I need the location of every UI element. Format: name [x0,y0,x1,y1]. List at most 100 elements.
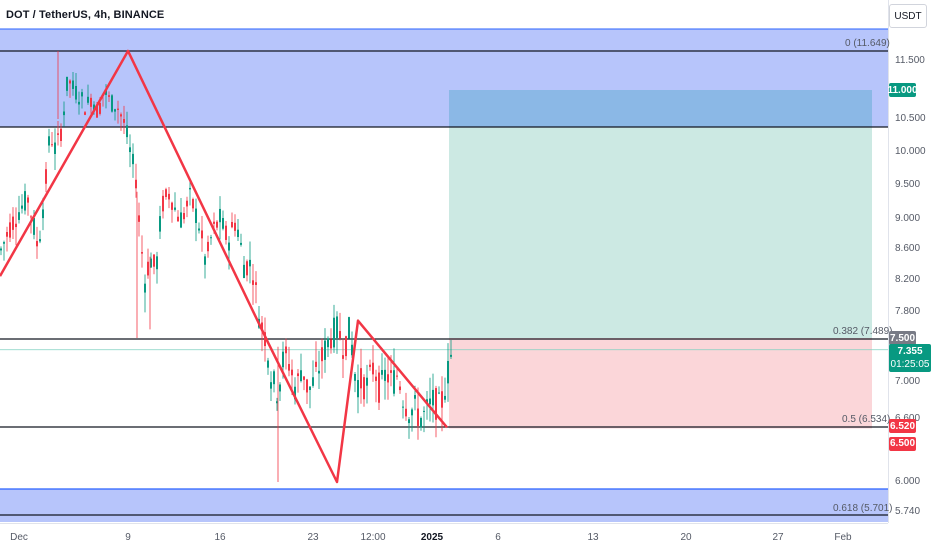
candle [183,207,185,224]
price-tick-label: 8.600 [895,243,921,254]
candle [318,350,320,389]
time-axis[interactable]: Dec 9 16 23 12:00 2025 6 13 20 27 Feb [0,523,888,551]
candle [60,123,62,147]
candle [108,91,110,103]
candle [375,369,377,403]
candle [417,387,419,440]
candle [120,112,122,131]
candle [15,207,17,246]
candle [363,374,365,407]
price-tick-label: 10.000 [895,146,926,157]
candle [75,72,77,104]
candle [39,230,41,244]
candle [138,202,140,237]
candle [153,253,155,275]
chart-title: DOT / TetherUS, 4h, BINANCE [6,9,165,21]
candle [156,251,158,284]
candle [189,181,191,206]
candle [246,259,248,282]
candle [21,194,23,214]
time-tick-label: 12:00 [360,532,386,543]
candle [285,338,287,370]
candle [435,385,437,438]
candle [240,233,242,247]
zigzag-pattern-line[interactable] [0,49,448,484]
candle [150,252,152,268]
time-tick-label: Feb [834,532,852,543]
candle [408,416,410,439]
position-loss-zone[interactable] [449,338,872,429]
fib-level-label: 0.382 (7.489) [833,325,893,337]
candle [168,187,170,209]
candle [30,215,32,234]
candle [123,105,125,134]
candle [114,108,116,121]
fib-level-label: 0 (11.649) [845,38,890,49]
candle [273,369,275,393]
candle [405,392,407,421]
candle [342,338,344,378]
position-overlap-zone [449,90,872,127]
candle [378,365,380,411]
candle [222,210,224,231]
candle [90,93,92,114]
candle [381,353,383,380]
candle [72,71,74,96]
candle [186,196,188,218]
candle [216,220,218,231]
candle [198,222,200,234]
candle [48,128,50,153]
candle [204,253,206,279]
candle [270,371,272,401]
candle [444,377,446,403]
price-tag: 6.500 [889,436,916,451]
candle [312,360,314,388]
candle [303,376,305,391]
candle [294,377,296,405]
candle [0,246,2,256]
fib-level-label: 0.5 (6.534) [842,414,891,425]
candle [423,406,425,433]
candle [345,335,347,361]
currency-button[interactable]: USDT [889,4,927,28]
time-tick-label: 9 [125,532,131,543]
candle [201,215,203,252]
candle [225,221,227,245]
candle [420,416,422,431]
candle [279,382,281,401]
candle [237,218,239,242]
candle [162,189,164,219]
price-tick-label: 7.000 [895,376,921,387]
candle [402,400,404,419]
candle [231,212,233,229]
price-tag: 6.520 [889,419,916,434]
candle [57,121,59,146]
candle [207,235,209,258]
candle [447,343,449,402]
time-tick-label: Dec [10,532,28,543]
candle [165,187,167,200]
position-profit-zone[interactable] [449,90,872,338]
candle [264,317,266,362]
candle [300,353,302,383]
candle [288,346,290,377]
candle [348,316,350,339]
candle [3,240,5,261]
candle [195,198,197,242]
candle [51,131,53,148]
price-chart[interactable] [0,0,888,523]
candle [45,161,47,193]
price-tag: 7.500 [889,331,916,345]
candle [192,197,194,212]
time-tick-label: 16 [214,532,226,543]
time-tick-label: 23 [307,532,319,543]
time-tick-label: 2025 [420,532,444,543]
candle [366,364,368,404]
time-tick-label: 27 [772,532,784,543]
candle [6,226,8,252]
candle [429,377,431,422]
candle [255,271,257,304]
candle [234,214,236,237]
candle [135,163,137,198]
price-tick-label: 11.500 [895,55,925,66]
